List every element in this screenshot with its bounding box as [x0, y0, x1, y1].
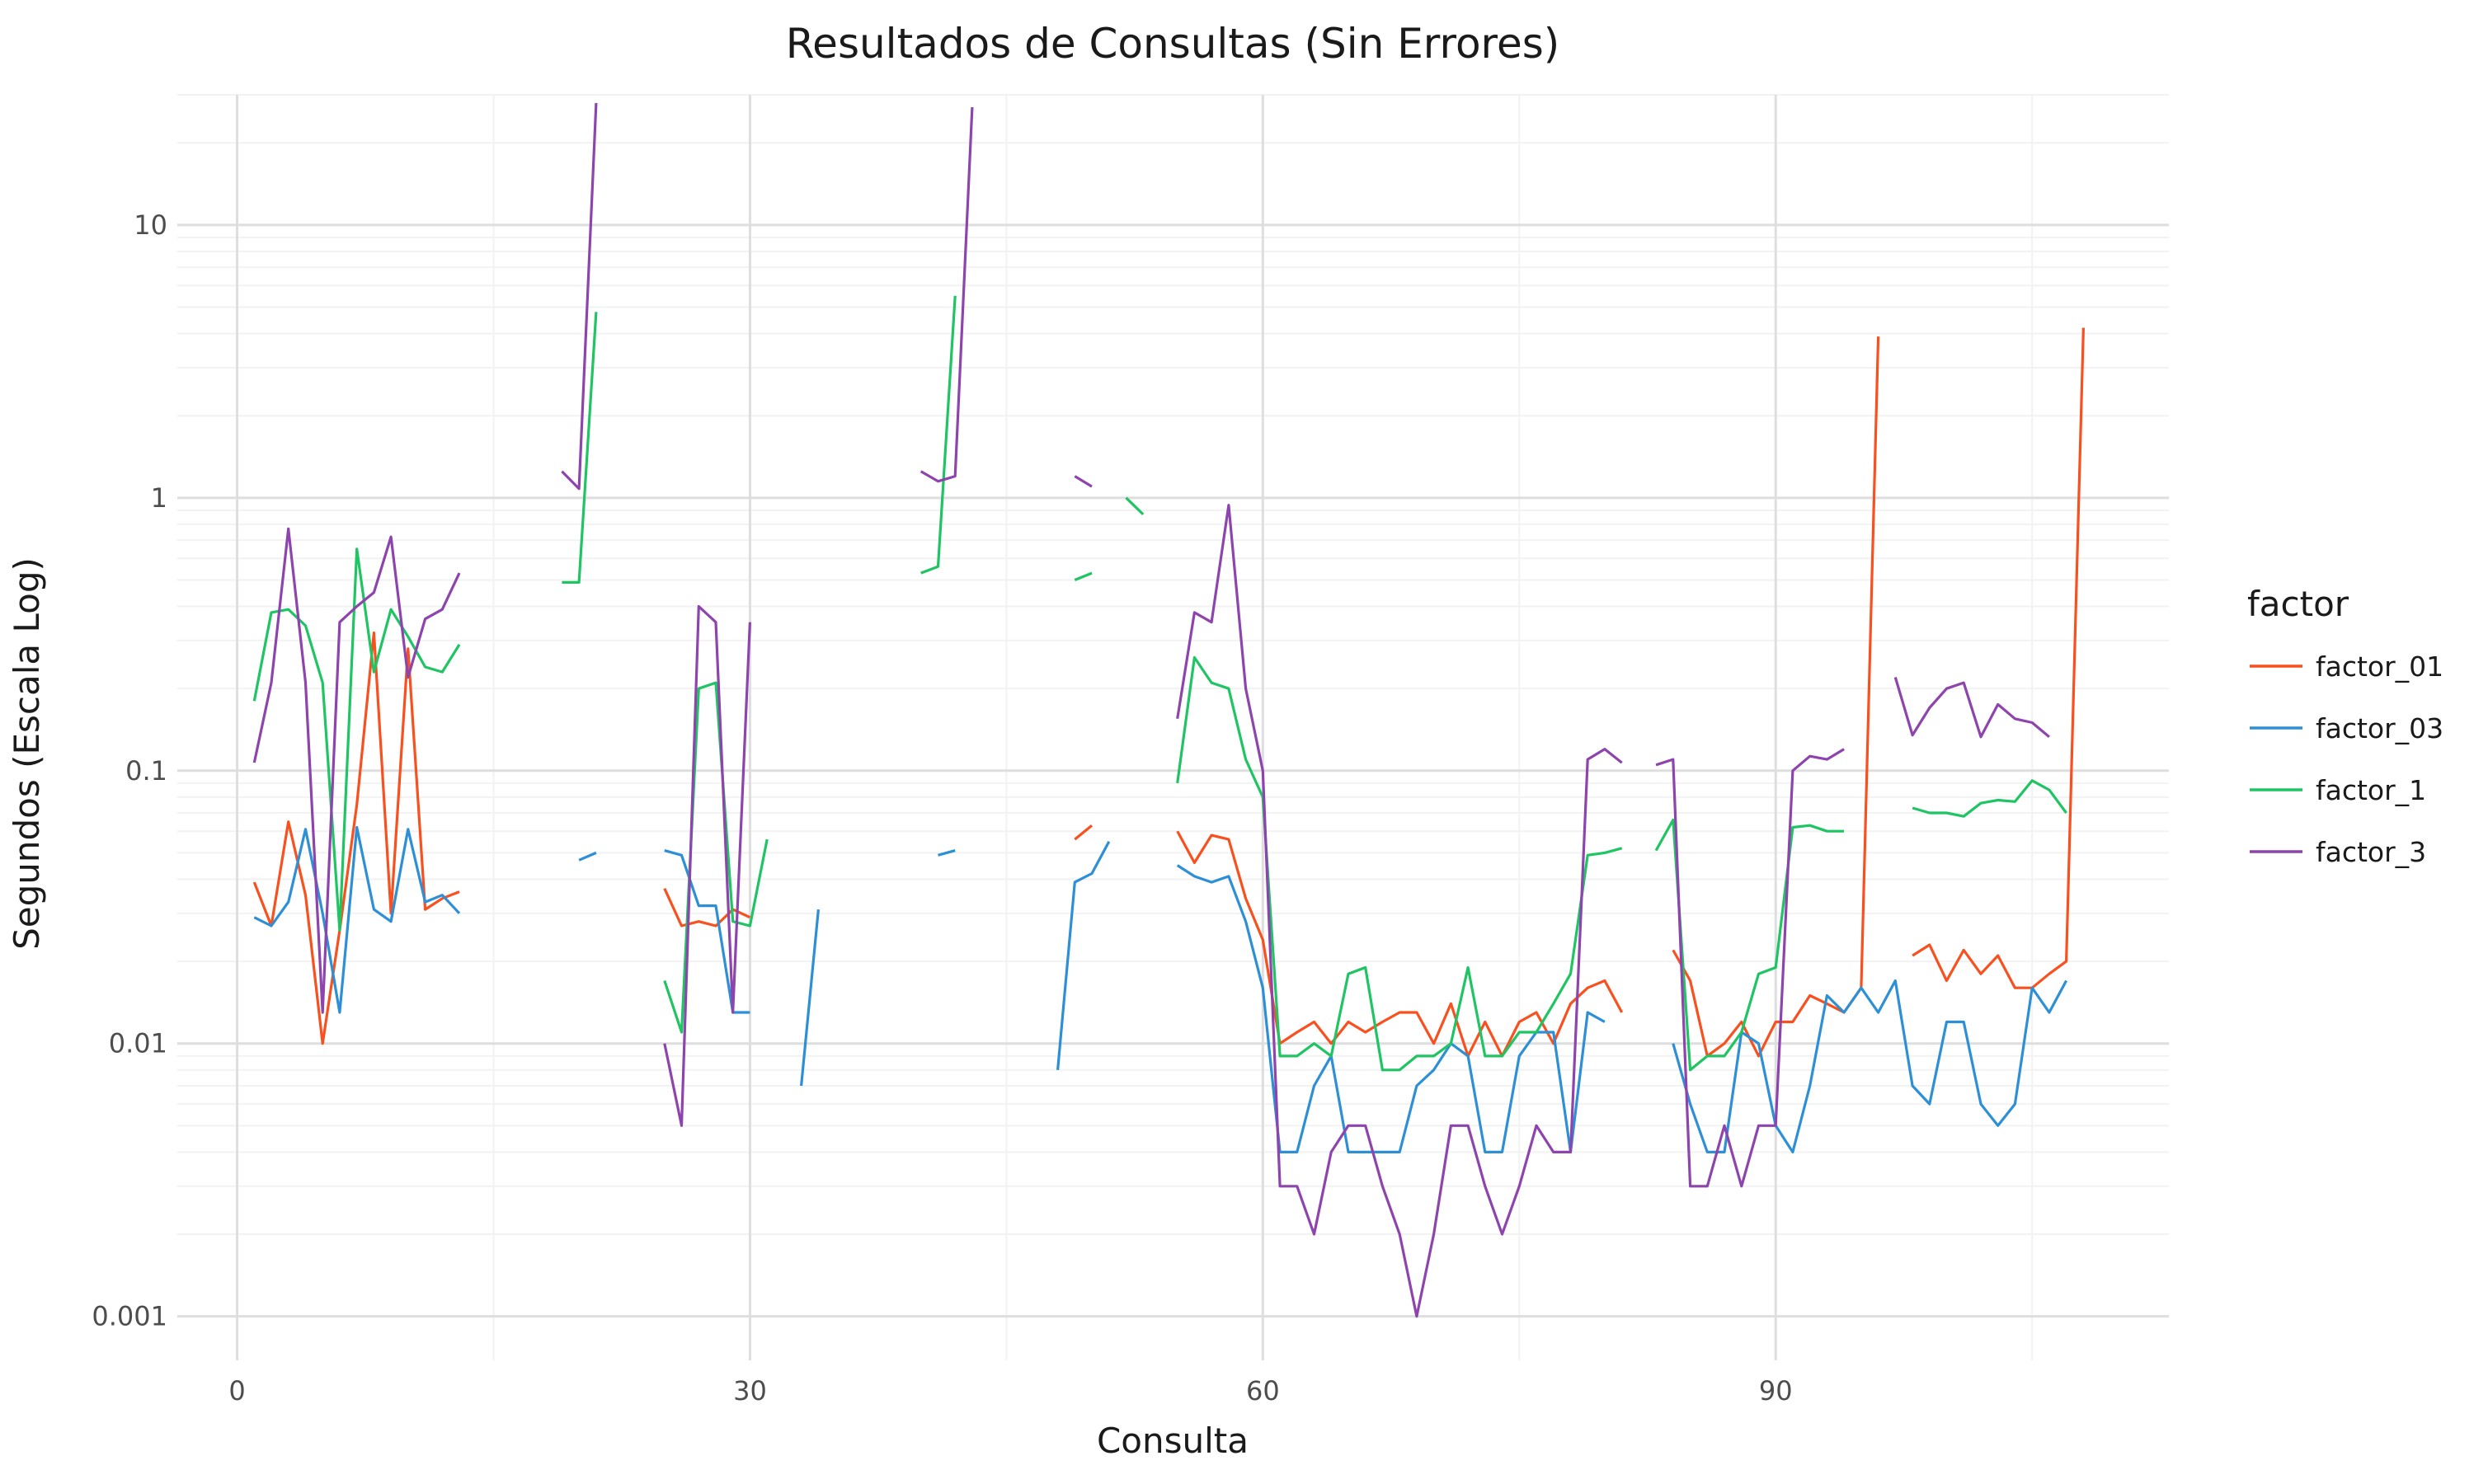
y-axis-title: Segundos (Escala Log) — [7, 557, 47, 950]
series-line-factor_03 — [1056, 840, 1111, 1070]
legend-label-factor_3: factor_3 — [2316, 836, 2426, 868]
series-line-factor_03 — [800, 909, 820, 1087]
series-line-factor_01 — [1074, 824, 1094, 841]
x-tick-label: 30 — [733, 1375, 767, 1407]
series-line-factor_01 — [1912, 327, 2085, 989]
series-line-factor_03 — [1176, 864, 1606, 1154]
series-line-factor_1 — [1654, 818, 1845, 1072]
legend-label-factor_03: factor_03 — [2316, 712, 2443, 744]
series-line-factor_03 — [1672, 979, 2068, 1154]
x-tick-label: 0 — [228, 1375, 245, 1407]
series-line-factor_03 — [253, 825, 461, 1014]
legend-title: factor — [2247, 584, 2349, 624]
legend: factor factor_01 factor_03 factor_1 factor_… — [2247, 584, 2443, 868]
series-line-factor_03 — [664, 849, 750, 1014]
series-line-factor_1 — [1912, 779, 2067, 818]
y-tick-label: 0.1 — [125, 755, 167, 787]
series-line-factor_3 — [1074, 475, 1093, 488]
y-tick-label: 0.001 — [92, 1301, 167, 1332]
series-line-factor_3 — [252, 527, 461, 1014]
grid — [177, 94, 2169, 1360]
y-tick-label: 10 — [134, 209, 167, 241]
series-line-factor_3 — [561, 102, 598, 491]
series-line-factor_3 — [920, 107, 974, 483]
series-line-factor_03 — [938, 849, 956, 857]
x-axis-title: Consulta — [1097, 1421, 1249, 1461]
series-line-factor_3 — [663, 604, 751, 1127]
x-axis: 0 30 60 90 — [228, 1375, 1792, 1407]
chart-title: Resultados de Consultas (Sin Errores) — [786, 20, 1560, 68]
series-line-factor_1 — [1074, 571, 1093, 581]
series-line-factor_01 — [663, 888, 751, 928]
series-line-factor_1 — [663, 681, 769, 1034]
legend-label-factor_1: factor_1 — [2316, 774, 2426, 806]
series-line-factor_1 — [1176, 655, 1623, 1072]
series-lines — [252, 102, 2085, 1318]
legend-label-factor_01: factor_01 — [2316, 650, 2443, 683]
series-line-factor_1 — [252, 547, 461, 932]
series-line-factor_1 — [1125, 496, 1145, 516]
series-line-factor_3 — [1176, 504, 1623, 1318]
y-tick-label: 0.01 — [109, 1028, 167, 1059]
series-line-factor_1 — [920, 295, 957, 575]
series-line-factor_03 — [578, 851, 597, 862]
series-line-factor_01 — [252, 631, 460, 1045]
series-line-factor_3 — [1893, 677, 2050, 739]
series-line-factor_3 — [1655, 748, 1845, 1188]
series-line-factor_1 — [562, 312, 598, 585]
x-tick-label: 60 — [1246, 1375, 1280, 1407]
x-tick-label: 90 — [1759, 1375, 1793, 1407]
y-tick-label: 1 — [151, 482, 167, 514]
y-axis: 0.001 0.01 0.1 1 10 — [92, 209, 167, 1332]
